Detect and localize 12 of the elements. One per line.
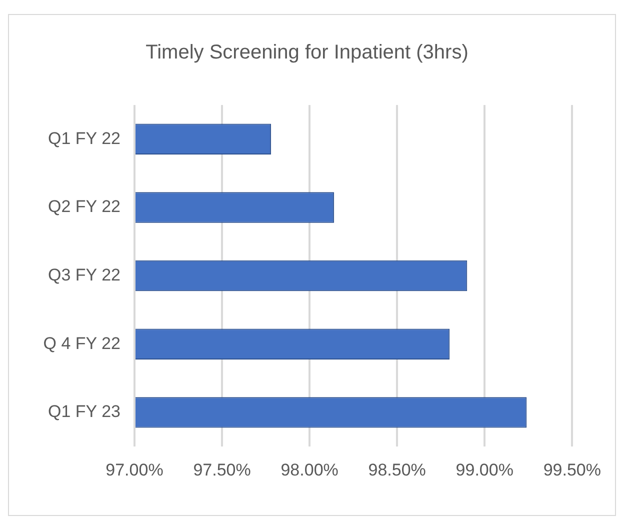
x-tick-label: 99.00% <box>456 460 514 480</box>
y-tick-label: Q1 FY 22 <box>48 128 120 148</box>
chart-title: Timely Screening for Inpatient (3hrs) <box>146 42 468 64</box>
y-tick-label: Q1 FY 23 <box>48 402 120 422</box>
y-tick-label: Q 4 FY 22 <box>43 334 120 353</box>
x-tick-label: 98.50% <box>368 460 426 480</box>
y-tick-label: Q2 FY 22 <box>48 197 120 216</box>
x-tick-label: 98.00% <box>280 460 338 480</box>
y-tick-label: Q3 FY 22 <box>48 265 120 284</box>
x-tick-label: 99.50% <box>543 460 602 480</box>
x-tick-label: 97.50% <box>193 460 251 480</box>
x-tick-label: 97.00% <box>106 460 164 480</box>
